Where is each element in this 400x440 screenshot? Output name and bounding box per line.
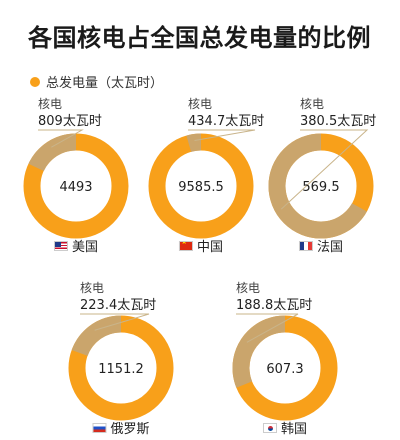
nuclear-arc [232, 315, 338, 421]
leader-line [80, 313, 150, 331]
country-label: 俄罗斯 [92, 418, 150, 437]
country-label: 韩国 [262, 418, 308, 437]
total-value: 4493 [59, 180, 92, 195]
nuclear-arc [23, 133, 129, 239]
country-label: 美国 [53, 236, 99, 255]
country-name: 韩国 [280, 422, 308, 437]
nuclear-label: 核电 [38, 97, 62, 111]
total-value: 1151.2 [98, 362, 144, 377]
leader-line [188, 129, 256, 141]
flag-cn-icon [178, 240, 193, 251]
country-name: 中国 [196, 240, 224, 255]
nuclear-value: 434.7太瓦时 [188, 114, 264, 129]
flag-kr-icon [262, 422, 277, 433]
flag-us-icon [53, 240, 68, 251]
leader-line [280, 129, 369, 210]
total-value: 607.3 [266, 362, 303, 377]
nuclear-arc [148, 133, 254, 239]
chart-title: 各国核电占全国总发电量的比例 [28, 24, 371, 52]
country-name: 法国 [316, 240, 344, 255]
nuclear-label: 核电 [300, 97, 324, 111]
leader-line [38, 129, 84, 148]
country-label: 法国 [298, 236, 344, 255]
total-value: 9585.5 [178, 180, 224, 195]
nuclear-value: 188.8太瓦时 [236, 298, 312, 313]
leader-line [236, 313, 299, 343]
flag-ru-icon [92, 422, 107, 433]
flag-fr-icon [298, 240, 313, 251]
legend: 总发电量（太瓦时） [30, 72, 163, 91]
nuclear-value: 809太瓦时 [38, 114, 102, 129]
nuclear-arc [268, 133, 374, 239]
nuclear-arc [68, 315, 174, 421]
nuclear-label: 核电 [188, 97, 212, 111]
legend-swatch [30, 76, 40, 87]
nuclear-label: 核电 [80, 281, 104, 295]
total-value: 569.5 [302, 180, 339, 195]
country-name: 美国 [71, 240, 99, 255]
country-label: 中国 [178, 236, 224, 255]
nuclear-value: 223.4太瓦时 [80, 298, 156, 313]
nuclear-value: 380.5太瓦时 [300, 114, 376, 129]
nuclear-label: 核电 [236, 281, 260, 295]
legend-label: 总发电量（太瓦时） [46, 76, 164, 91]
country-name: 俄罗斯 [110, 422, 150, 437]
